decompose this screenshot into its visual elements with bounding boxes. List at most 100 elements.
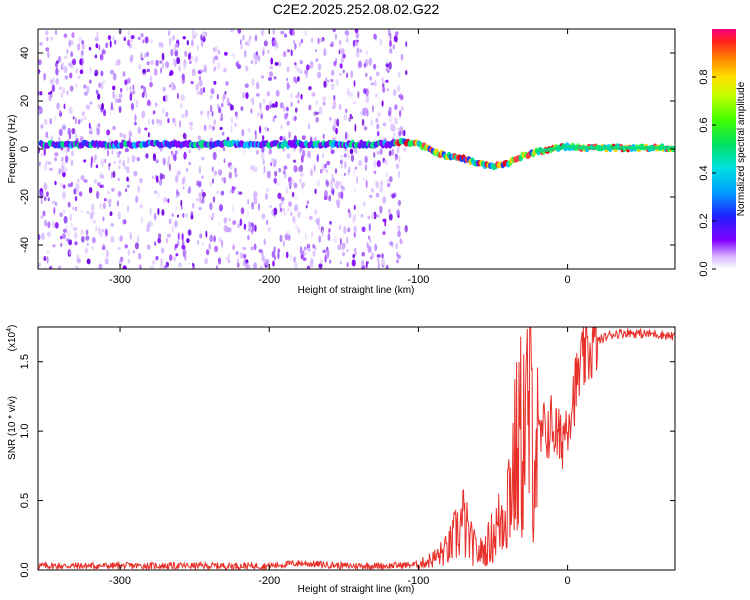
noise-speckle — [142, 68, 147, 75]
noise-speckle — [167, 118, 170, 124]
noise-speckle — [238, 191, 243, 195]
noise-speckle — [215, 190, 220, 195]
noise-speckle — [266, 188, 270, 193]
noise-speckle — [168, 218, 172, 225]
noise-speckle — [223, 51, 228, 56]
noise-speckle — [98, 263, 103, 269]
noise-speckle — [388, 150, 392, 157]
noise-speckle — [370, 82, 375, 86]
noise-speckle — [223, 217, 228, 224]
noise-speckle — [387, 29, 391, 37]
noise-speckle — [183, 62, 187, 70]
noise-speckle — [297, 75, 300, 82]
noise-speckle — [240, 106, 244, 111]
noise-speckle — [231, 52, 236, 59]
noise-speckle — [144, 36, 149, 44]
noise-speckle — [182, 36, 186, 40]
noise-speckle — [192, 262, 195, 267]
noise-speckle — [234, 172, 238, 178]
noise-speckle — [46, 255, 49, 264]
noise-speckle — [299, 178, 302, 183]
noise-speckle — [376, 160, 381, 168]
noise-speckle — [389, 39, 392, 48]
noise-speckle — [363, 107, 368, 114]
noise-speckle — [398, 170, 400, 179]
noise-speckle — [207, 110, 210, 115]
noise-speckle — [279, 135, 283, 141]
noise-speckle — [134, 113, 137, 122]
noise-speckle — [46, 36, 49, 42]
noise-speckle — [132, 90, 136, 95]
noise-speckle — [215, 265, 219, 269]
noise-speckle — [41, 212, 44, 217]
noise-speckle — [111, 187, 115, 192]
noise-speckle — [75, 68, 78, 74]
noise-speckle — [198, 206, 202, 211]
noise-speckle — [148, 118, 151, 125]
noise-speckle — [201, 156, 205, 161]
noise-speckle — [60, 182, 63, 187]
noise-speckle — [254, 166, 258, 172]
noise-speckle — [267, 226, 272, 233]
snr-panel: -300 -200 -100 0 0.0 0.5 1.0 1.5 Height of str… — [6, 325, 676, 595]
noise-speckle — [363, 126, 368, 131]
noise-speckle — [43, 196, 47, 202]
noise-speckle — [198, 180, 202, 188]
noise-speckle — [374, 79, 377, 87]
noise-speckle — [141, 110, 146, 119]
noise-speckle — [40, 124, 44, 129]
noise-speckle — [334, 33, 338, 40]
noise-speckle — [167, 198, 170, 203]
noise-speckle — [73, 227, 78, 232]
noise-speckle — [102, 216, 105, 222]
noise-speckle — [80, 209, 84, 214]
noise-speckle — [232, 244, 236, 251]
noise-speckle — [98, 202, 103, 210]
noise-speckle — [83, 116, 87, 121]
noise-speckle — [346, 248, 349, 253]
noise-speckle — [286, 230, 290, 236]
noise-speckle — [373, 170, 377, 175]
snr-scale-label: (x104) — [6, 325, 18, 352]
x-tick-label: -200 — [258, 274, 280, 286]
noise-speckle — [213, 68, 216, 72]
noise-speckle — [70, 40, 74, 46]
noise-speckle — [236, 258, 240, 266]
noise-speckle — [328, 228, 331, 233]
noise-speckle — [42, 210, 46, 217]
noise-speckle — [159, 263, 164, 269]
noise-speckle — [163, 265, 167, 269]
noise-speckle — [54, 201, 58, 207]
noise-speckle — [77, 75, 81, 80]
noise-speckle — [198, 192, 203, 198]
noise-speckle — [180, 93, 185, 102]
noise-speckle — [66, 90, 69, 96]
noise-speckle — [188, 185, 192, 192]
noise-speckle — [365, 88, 369, 97]
noise-speckle — [161, 52, 165, 61]
noise-speckle — [239, 39, 242, 45]
noise-speckle — [400, 105, 405, 111]
noise-speckle — [111, 36, 116, 41]
noise-speckle — [40, 215, 44, 219]
noise-speckle — [110, 235, 115, 243]
noise-speckle — [273, 246, 276, 253]
noise-speckle — [247, 227, 252, 232]
noise-speckle — [305, 205, 308, 209]
noise-speckle — [54, 114, 57, 122]
noise-speckle — [133, 121, 137, 126]
noise-speckle — [52, 76, 55, 83]
noise-speckle — [160, 257, 163, 266]
noise-speckle — [62, 190, 66, 200]
noise-speckle — [263, 238, 266, 245]
noise-speckle — [111, 149, 114, 155]
y-tick-label: 0 — [19, 146, 31, 152]
noise-speckle — [404, 224, 408, 233]
noise-speckle — [146, 51, 149, 57]
noise-speckle — [342, 69, 345, 74]
noise-speckle — [157, 233, 162, 239]
noise-speckle — [39, 41, 43, 46]
noise-speckle — [382, 86, 386, 93]
noise-speckle — [102, 202, 106, 210]
